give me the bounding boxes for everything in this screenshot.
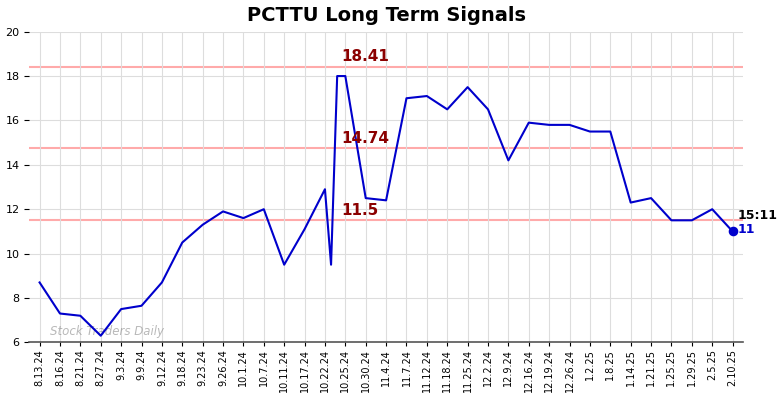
Text: 15:11: 15:11 [738,209,778,222]
Text: 11: 11 [738,223,755,236]
Text: 14.74: 14.74 [341,131,389,146]
Text: 11.5: 11.5 [341,203,379,218]
Text: Stock Traders Daily: Stock Traders Daily [50,325,164,338]
Point [726,228,739,234]
Text: 18.41: 18.41 [341,49,389,64]
Title: PCTTU Long Term Signals: PCTTU Long Term Signals [247,6,525,25]
